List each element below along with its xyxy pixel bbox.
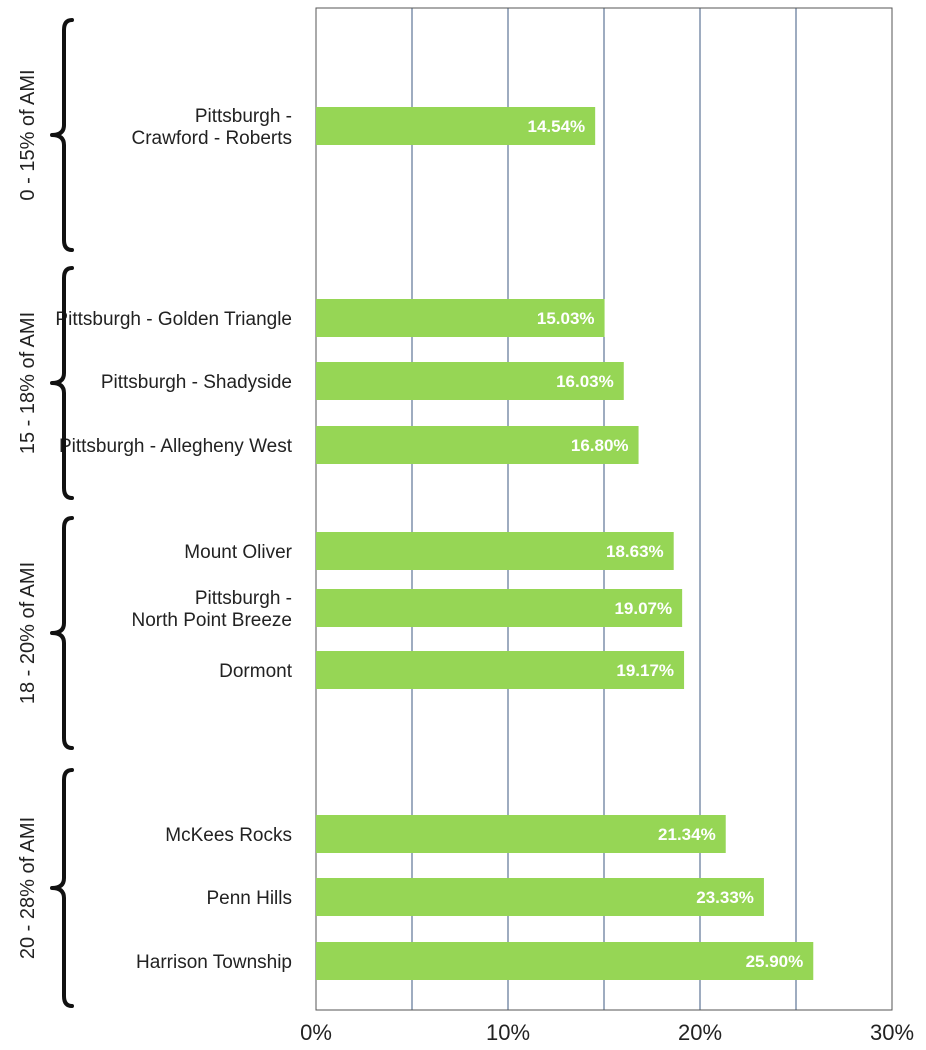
data-label: 21.34% xyxy=(658,825,716,844)
data-label: 14.54% xyxy=(527,117,585,136)
group-label: 20 - 28% of AMI xyxy=(17,817,39,959)
group-brace xyxy=(50,18,74,252)
bar xyxy=(316,107,596,145)
category-label: Pittsburgh - Shadyside xyxy=(101,372,292,393)
data-label: 19.07% xyxy=(614,599,672,618)
bar xyxy=(316,942,814,980)
bar xyxy=(316,299,605,337)
category-label: Harrison Township xyxy=(136,952,292,973)
x-tick-label: 10% xyxy=(486,1020,530,1045)
bar xyxy=(316,878,764,916)
group-brace xyxy=(50,516,74,750)
data-label: 16.80% xyxy=(571,436,629,455)
category-label: Mount Oliver xyxy=(184,542,292,563)
x-tick-label: 30% xyxy=(870,1020,914,1045)
category-label: Pittsburgh - Allegheny West xyxy=(59,436,293,457)
data-label: 18.63% xyxy=(606,542,664,561)
x-tick-label: 0% xyxy=(300,1020,332,1045)
plot-area-border xyxy=(315,7,893,1011)
data-label: 19.17% xyxy=(616,661,674,680)
category-label: Pittsburgh -North Point Breeze xyxy=(131,588,292,631)
group-brace xyxy=(50,266,74,500)
data-label: 15.03% xyxy=(537,309,595,328)
x-tick-label: 20% xyxy=(678,1020,722,1045)
group-brace xyxy=(50,768,74,1008)
bar xyxy=(316,589,683,627)
group-label: 18 - 20% of AMI xyxy=(17,562,39,704)
category-label: Dormont xyxy=(219,661,293,682)
bar xyxy=(316,426,639,464)
group-label: 0 - 15% of AMI xyxy=(17,69,39,200)
data-label: 23.33% xyxy=(696,888,754,907)
category-label: Pittsburgh - Golden Triangle xyxy=(55,309,292,330)
group-label: 15 - 18% of AMI xyxy=(17,312,39,454)
bar xyxy=(316,651,685,689)
bar xyxy=(316,815,726,853)
category-label: McKees Rocks xyxy=(165,825,292,846)
data-label: 25.90% xyxy=(746,952,804,971)
bar xyxy=(316,362,624,400)
bar xyxy=(316,532,674,570)
category-label: Pittsburgh -Crawford - Roberts xyxy=(132,106,293,149)
data-label: 16.03% xyxy=(556,372,614,391)
category-label: Penn Hills xyxy=(206,888,292,909)
